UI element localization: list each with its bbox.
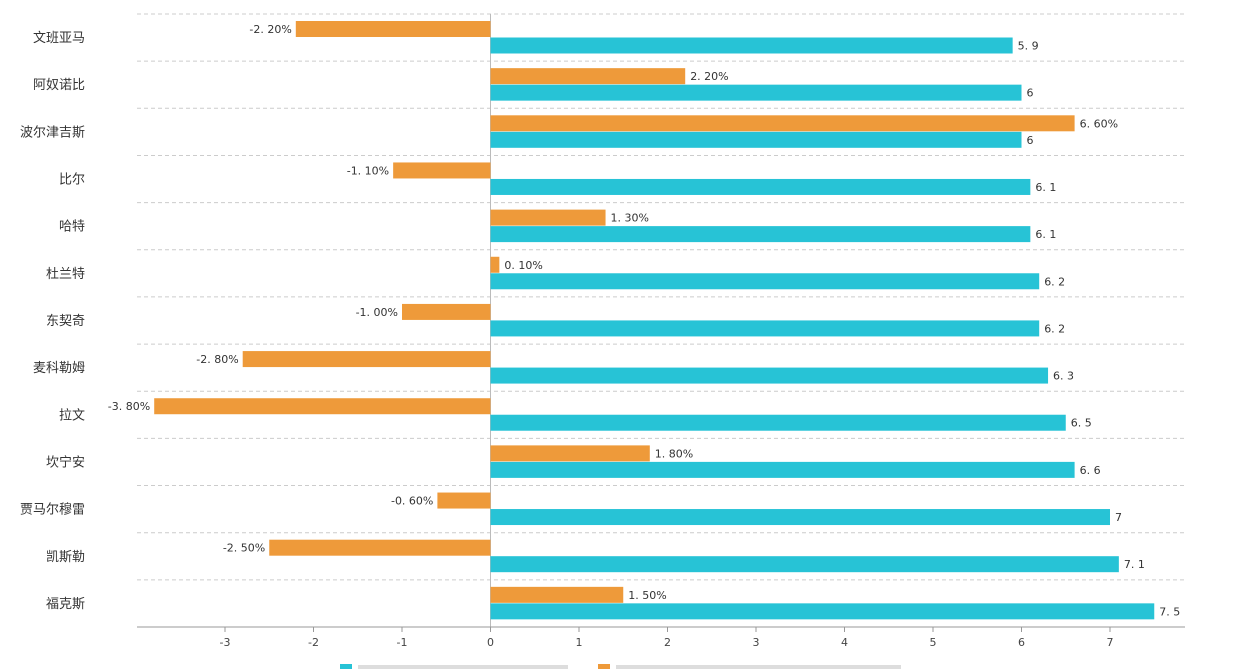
bar-change — [154, 398, 491, 415]
bar-change — [490, 68, 686, 85]
x-tick-label: 6 — [1018, 636, 1025, 649]
category-label: 比尔 — [59, 173, 85, 188]
category-label: 贾马尔穆雷 — [20, 503, 85, 518]
x-tick-label: 0 — [487, 636, 494, 649]
bar-change-label: -2. 80% — [196, 353, 238, 366]
x-tick-label: 2 — [664, 636, 671, 649]
bar-value-label: 7. 5 — [1159, 605, 1180, 618]
bar-change — [242, 351, 491, 368]
legend-text-change — [616, 665, 901, 669]
x-tick-label: -1 — [397, 636, 408, 649]
category-label: 凯斯勒 — [46, 550, 85, 565]
bar-change — [490, 256, 500, 273]
bar-value — [490, 131, 1022, 148]
bar-value-label: 5. 9 — [1018, 40, 1039, 53]
bar-value-label: 6. 2 — [1044, 322, 1065, 335]
bar-value-label: 6. 3 — [1053, 370, 1074, 383]
bar-change — [490, 586, 624, 603]
bar-value-label: 6. 1 — [1035, 181, 1056, 194]
category-label: 哈特 — [59, 220, 85, 235]
bar-value — [490, 556, 1119, 573]
bar-change — [295, 21, 491, 37]
bar-change-label: -1. 10% — [347, 164, 389, 177]
category-label: 麦科勒姆 — [33, 361, 85, 376]
bar-change — [490, 115, 1075, 132]
bar-change-label: 6. 60% — [1080, 117, 1118, 130]
bar-value-label: 6. 1 — [1035, 228, 1056, 241]
x-tick-label: 3 — [753, 636, 760, 649]
bar-value-label: 6. 2 — [1044, 275, 1065, 288]
category-label: 坎宁安 — [46, 454, 85, 470]
labels: 文班亚马 -2. 20% 5. 9 阿奴诺比 2. 20% 6 波尔津吉斯 6. 60% 6 比尔… — [20, 23, 1180, 618]
legend-swatch-value — [340, 664, 352, 669]
bar-value — [490, 414, 1066, 431]
bar-value — [490, 37, 1013, 54]
bar-value — [490, 509, 1110, 526]
x-tick-label: -2 — [308, 636, 319, 649]
bar-change-label: 1. 30% — [611, 212, 649, 225]
bar-change — [490, 445, 650, 462]
legend-swatch-change — [598, 664, 610, 669]
bar-change — [490, 209, 606, 226]
bar-value — [490, 603, 1155, 620]
bar-value — [490, 461, 1075, 478]
bar-change-label: -2. 20% — [249, 23, 291, 36]
bars — [154, 21, 1155, 620]
legend — [340, 664, 901, 669]
bar-value — [490, 178, 1031, 195]
category-label: 东契奇 — [46, 313, 85, 329]
x-tick-label: 7 — [1107, 636, 1114, 649]
legend-text-value — [358, 665, 568, 669]
category-label: 拉文 — [59, 408, 85, 423]
x-tick-label: 4 — [841, 636, 848, 649]
bar-change — [437, 492, 491, 509]
category-label: 阿奴诺比 — [33, 77, 85, 93]
bar-change-label: 2. 20% — [690, 70, 728, 83]
axes: -3 -2 -1 0 1 2 3 4 5 6 7 — [137, 14, 1185, 649]
category-label: 波尔津吉斯 — [20, 125, 85, 140]
bar-value-label: 7 — [1115, 511, 1122, 524]
bar-change-label: -1. 00% — [356, 306, 398, 319]
bar-change-label: 0. 10% — [504, 259, 542, 272]
bar-change-label: -3. 80% — [108, 400, 150, 413]
category-label: 文班亚马 — [33, 31, 85, 46]
bar-change-label: -0. 60% — [391, 495, 433, 508]
category-label: 杜兰特 — [46, 267, 85, 282]
bar-change-label: 1. 80% — [655, 447, 693, 460]
bar-value — [490, 84, 1022, 101]
bar-value-label: 6 — [1027, 134, 1034, 147]
bar-change — [402, 303, 491, 320]
bar-value — [490, 273, 1040, 290]
category-label: 福克斯 — [46, 597, 85, 612]
bar-value-label: 6. 5 — [1071, 417, 1092, 430]
bar-change-label: -2. 50% — [223, 542, 265, 555]
bar-value-label: 7. 1 — [1124, 558, 1145, 571]
x-tick-label: 1 — [576, 636, 583, 649]
bar-change-label: 1. 50% — [628, 589, 666, 602]
bar-change — [393, 162, 491, 179]
bar-value-label: 6. 6 — [1080, 464, 1101, 477]
x-tick-label: -3 — [220, 636, 231, 649]
bar-change — [269, 539, 491, 556]
x-tick-label: 5 — [930, 636, 937, 649]
bar-value — [490, 226, 1031, 243]
bar-value — [490, 320, 1040, 337]
bar-value-label: 6 — [1027, 87, 1034, 100]
bar-value — [490, 367, 1049, 384]
